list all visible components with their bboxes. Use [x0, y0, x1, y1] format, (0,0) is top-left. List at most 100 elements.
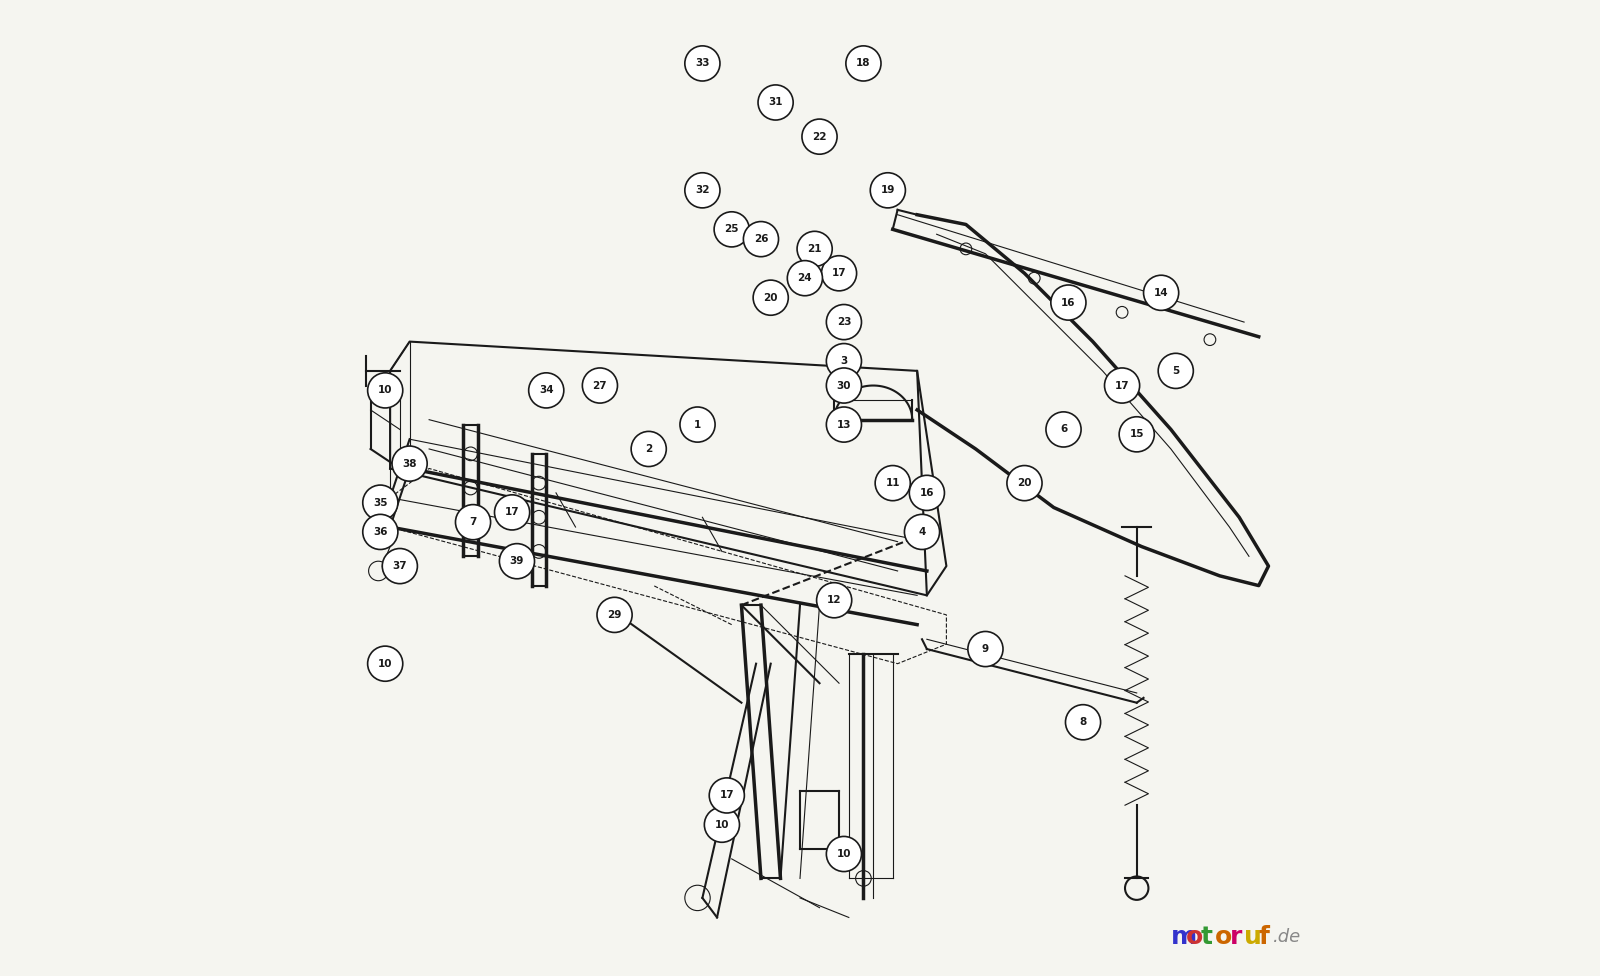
Text: 25: 25 [725, 224, 739, 234]
Circle shape [1051, 285, 1086, 320]
Circle shape [826, 305, 861, 340]
Circle shape [392, 446, 427, 481]
Circle shape [597, 597, 632, 632]
Circle shape [846, 46, 882, 81]
Text: 16: 16 [1061, 298, 1075, 307]
Circle shape [826, 407, 861, 442]
Text: f: f [1259, 925, 1269, 949]
Circle shape [1118, 417, 1154, 452]
Circle shape [704, 807, 739, 842]
Circle shape [826, 836, 861, 872]
Text: 10: 10 [378, 386, 392, 395]
Text: .de: .de [1274, 928, 1302, 946]
Circle shape [870, 173, 906, 208]
Text: 22: 22 [813, 132, 827, 142]
Circle shape [528, 373, 563, 408]
Text: 19: 19 [880, 185, 894, 195]
Circle shape [368, 646, 403, 681]
Text: 12: 12 [827, 595, 842, 605]
Text: 23: 23 [837, 317, 851, 327]
Text: 14: 14 [1154, 288, 1168, 298]
Text: 20: 20 [763, 293, 778, 303]
Text: 13: 13 [837, 420, 851, 429]
Circle shape [821, 256, 856, 291]
Text: 10: 10 [837, 849, 851, 859]
Text: 17: 17 [504, 508, 520, 517]
Text: 9: 9 [982, 644, 989, 654]
Text: 32: 32 [694, 185, 710, 195]
Circle shape [909, 475, 944, 510]
Circle shape [456, 505, 491, 540]
Text: 17: 17 [832, 268, 846, 278]
Text: 36: 36 [373, 527, 387, 537]
Text: 16: 16 [920, 488, 934, 498]
Text: 18: 18 [856, 59, 870, 68]
Circle shape [680, 407, 715, 442]
Circle shape [1144, 275, 1179, 310]
Text: o: o [1214, 925, 1232, 949]
Circle shape [875, 466, 910, 501]
Text: r: r [1229, 925, 1242, 949]
Text: 37: 37 [392, 561, 406, 571]
Circle shape [1066, 705, 1101, 740]
Text: 3: 3 [840, 356, 848, 366]
Circle shape [758, 85, 794, 120]
Circle shape [802, 119, 837, 154]
Text: 24: 24 [797, 273, 813, 283]
Text: 31: 31 [768, 98, 782, 107]
Text: o: o [1186, 925, 1203, 949]
Text: 15: 15 [1130, 429, 1144, 439]
Text: 21: 21 [808, 244, 822, 254]
Text: 30: 30 [837, 381, 851, 390]
Circle shape [1046, 412, 1082, 447]
Circle shape [709, 778, 744, 813]
Circle shape [754, 280, 789, 315]
Circle shape [1104, 368, 1139, 403]
Circle shape [968, 631, 1003, 667]
Circle shape [904, 514, 939, 549]
Text: 29: 29 [608, 610, 622, 620]
Circle shape [363, 514, 398, 549]
Text: 2: 2 [645, 444, 653, 454]
Circle shape [494, 495, 530, 530]
Text: 35: 35 [373, 498, 387, 508]
Circle shape [714, 212, 749, 247]
Circle shape [499, 544, 534, 579]
Text: 34: 34 [539, 386, 554, 395]
Circle shape [1006, 466, 1042, 501]
Text: 8: 8 [1080, 717, 1086, 727]
Circle shape [744, 222, 779, 257]
Circle shape [797, 231, 832, 266]
Circle shape [368, 373, 403, 408]
Circle shape [630, 431, 666, 467]
Text: u: u [1245, 925, 1262, 949]
Circle shape [685, 173, 720, 208]
Text: 10: 10 [715, 820, 730, 830]
Circle shape [582, 368, 618, 403]
Text: 1: 1 [694, 420, 701, 429]
Text: 5: 5 [1173, 366, 1179, 376]
Circle shape [787, 261, 822, 296]
Circle shape [816, 583, 851, 618]
Text: 26: 26 [754, 234, 768, 244]
Text: 33: 33 [694, 59, 710, 68]
Text: 10: 10 [378, 659, 392, 669]
Text: 38: 38 [402, 459, 418, 468]
Text: 17: 17 [1115, 381, 1130, 390]
Text: 20: 20 [1018, 478, 1032, 488]
Circle shape [1158, 353, 1194, 388]
Circle shape [826, 368, 861, 403]
Text: t: t [1200, 925, 1213, 949]
Text: 4: 4 [918, 527, 926, 537]
Circle shape [685, 46, 720, 81]
Text: m: m [1171, 925, 1197, 949]
Circle shape [382, 549, 418, 584]
Circle shape [826, 344, 861, 379]
Circle shape [363, 485, 398, 520]
Text: 6: 6 [1059, 425, 1067, 434]
Text: 7: 7 [469, 517, 477, 527]
Text: 11: 11 [885, 478, 899, 488]
Text: 27: 27 [592, 381, 608, 390]
Text: 17: 17 [720, 791, 734, 800]
Text: 39: 39 [510, 556, 525, 566]
